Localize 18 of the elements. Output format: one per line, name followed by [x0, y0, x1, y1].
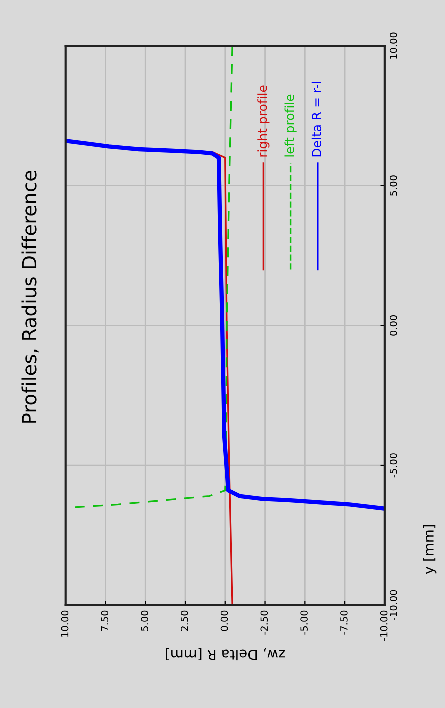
text: Profiles, Radius Difference [22, 170, 39, 423]
x-tick-label: -5.00 [300, 610, 308, 635]
x-tick-label: -7.50 [340, 610, 348, 635]
x-tick-label: 7.50 [101, 610, 109, 632]
x-tick-label: 2.50 [180, 610, 188, 632]
text: Delta R = r-l [312, 82, 322, 157]
y-tick-label: 0.00 [390, 316, 398, 336]
text: right profile [258, 86, 270, 157]
y-tick-label: -5.00 [390, 454, 398, 478]
y-tick-label: 5.00 [390, 176, 398, 196]
x-tick-label: -2.50 [260, 610, 268, 635]
x-axis-title: zw, Delta R [mm] [166, 648, 286, 661]
x-tick-label: 10.00 [61, 610, 69, 637]
x-tick-label: 0.00 [220, 610, 228, 632]
text: left profile [284, 94, 297, 157]
y-axis-title: y [mm] [423, 525, 437, 574]
x-tick-label: 5.00 [141, 610, 148, 632]
y-tick-label: 10.00 [390, 32, 398, 59]
